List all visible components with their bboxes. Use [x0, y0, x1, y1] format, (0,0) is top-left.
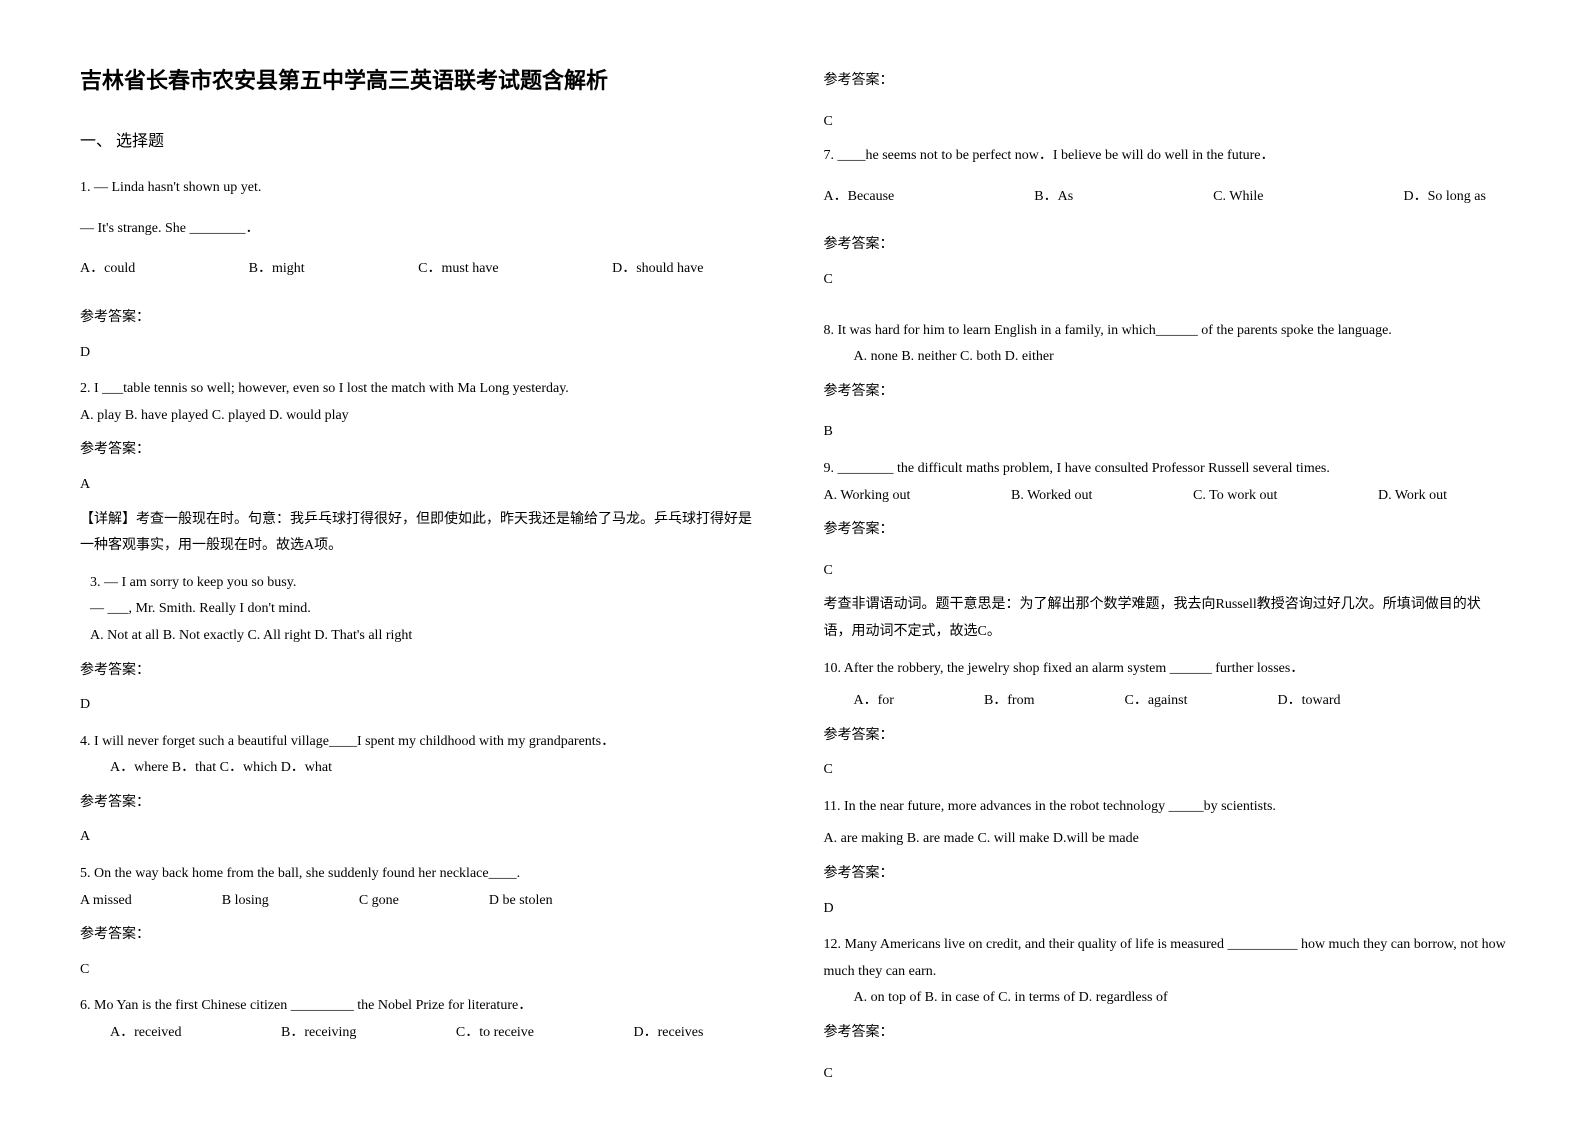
- q11-text: 11. In the near future, more advances in…: [824, 794, 1508, 821]
- q4-text: 4. I will never forget such a beautiful …: [80, 729, 764, 756]
- q5-opt-a: A missed: [80, 888, 132, 915]
- right-column: 参考答案： C 7. ____he seems not to be perfec…: [794, 60, 1538, 1062]
- q6-opt-d: D．receives: [634, 1020, 704, 1047]
- q1-line1: 1. — Linda hasn't shown up yet.: [80, 175, 764, 202]
- q10-opt-a: A．for: [854, 688, 894, 715]
- q2-options: A. play B. have played C. played D. woul…: [80, 403, 764, 430]
- q9-opt-c: C. To work out: [1193, 483, 1277, 510]
- question-1: 1. — Linda hasn't shown up yet. — It's s…: [80, 175, 764, 366]
- q1-opt-d: D．should have: [612, 256, 703, 283]
- q6-options: A．received B．receiving C．to receive D．re…: [80, 1020, 764, 1047]
- q3-line1: 3. — I am sorry to keep you so busy.: [80, 570, 764, 597]
- q8-answer: B: [824, 419, 1508, 446]
- question-2: 2. I ___table tennis so well; however, e…: [80, 376, 764, 560]
- q5-text: 5. On the way back home from the ball, s…: [80, 861, 764, 888]
- question-12: 12. Many Americans live on credit, and t…: [824, 932, 1508, 1087]
- q2-text: 2. I ___table tennis so well; however, e…: [80, 376, 764, 403]
- q7-opt-a: A．Because: [824, 184, 895, 211]
- q6-text: 6. Mo Yan is the first Chinese citizen _…: [80, 993, 764, 1020]
- q5-opt-b: B losing: [222, 888, 269, 915]
- answer-label: 参考答案：: [80, 658, 764, 685]
- q1-options: A．could B．might C．must have D．should hav…: [80, 256, 764, 283]
- q6-answer: C: [824, 109, 1508, 136]
- q5-opt-d: D be stolen: [489, 888, 553, 915]
- answer-label: 参考答案：: [824, 723, 1508, 750]
- q10-answer: C: [824, 757, 1508, 784]
- q1-opt-c: C．must have: [418, 256, 499, 283]
- q10-opt-d: D．toward: [1278, 688, 1341, 715]
- section-header: 一、 选择题: [80, 127, 764, 157]
- q7-options: A．Because B．As C. While D．So long as: [824, 184, 1508, 211]
- q7-opt-c: C. While: [1213, 184, 1263, 211]
- answer-label: 参考答案：: [824, 1020, 1508, 1047]
- q10-opt-b: B．from: [984, 688, 1035, 715]
- question-8: 8. It was hard for him to learn English …: [824, 318, 1508, 446]
- question-10: 10. After the robbery, the jewelry shop …: [824, 656, 1508, 784]
- q8-text: 8. It was hard for him to learn English …: [824, 318, 1508, 345]
- q12-text: 12. Many Americans live on credit, and t…: [824, 932, 1508, 985]
- document-title: 吉林省长春市农安县第五中学高三英语联考试题含解析: [80, 60, 764, 102]
- q9-text: 9. ________ the difficult maths problem,…: [824, 456, 1508, 483]
- q7-opt-b: B．As: [1034, 184, 1073, 211]
- q5-options: A missed B losing C gone D be stolen: [80, 888, 764, 915]
- q9-opt-b: B. Worked out: [1011, 483, 1092, 510]
- q4-answer: A: [80, 824, 764, 851]
- question-3: 3. — I am sorry to keep you so busy. — _…: [80, 570, 764, 719]
- answer-label: 参考答案：: [80, 437, 764, 464]
- answer-label: 参考答案：: [824, 861, 1508, 888]
- q5-opt-c: C gone: [359, 888, 399, 915]
- answer-label: 参考答案：: [824, 232, 1508, 259]
- q6-opt-b: B．receiving: [281, 1020, 356, 1047]
- q7-text: 7. ____he seems not to be perfect now．I …: [824, 143, 1508, 170]
- answer-label: 参考答案：: [80, 305, 764, 332]
- q10-text: 10. After the robbery, the jewelry shop …: [824, 656, 1508, 683]
- q1-line2: — It's strange. She ________．: [80, 216, 764, 243]
- q3-answer: D: [80, 692, 764, 719]
- q7-opt-d: D．So long as: [1403, 184, 1485, 211]
- q9-opt-d: D. Work out: [1378, 483, 1447, 510]
- q12-options: A. on top of B. in case of C. in terms o…: [824, 985, 1508, 1012]
- question-5: 5. On the way back home from the ball, s…: [80, 861, 764, 983]
- question-4: 4. I will never forget such a beautiful …: [80, 729, 764, 851]
- q2-answer: A: [80, 472, 764, 499]
- q9-options: A. Working out B. Worked out C. To work …: [824, 483, 1508, 510]
- answer-label: 参考答案：: [824, 517, 1508, 544]
- q5-answer: C: [80, 957, 764, 984]
- left-column: 吉林省长春市农安县第五中学高三英语联考试题含解析 一、 选择题 1. — Lin…: [50, 60, 794, 1062]
- q6-opt-c: C．to receive: [456, 1020, 534, 1047]
- q11-options: A. are making B. are made C. will make D…: [824, 826, 1508, 853]
- q6-opt-a: A．received: [80, 1020, 182, 1047]
- q9-answer: C: [824, 558, 1508, 585]
- q1-answer: D: [80, 340, 764, 367]
- q9-opt-a: A. Working out: [824, 483, 911, 510]
- answer-label: 参考答案：: [824, 379, 1508, 406]
- answer-label: 参考答案：: [824, 68, 1508, 95]
- q1-opt-b: B．might: [249, 256, 305, 283]
- q3-line2: — ___, Mr. Smith. Really I don't mind.: [80, 596, 764, 623]
- question-7: 7. ____he seems not to be perfect now．I …: [824, 143, 1508, 293]
- q11-answer: D: [824, 896, 1508, 923]
- question-6: 6. Mo Yan is the first Chinese citizen _…: [80, 993, 764, 1046]
- q10-opt-c: C．against: [1125, 688, 1188, 715]
- q4-options: A．where B．that C．which D．what: [80, 755, 764, 782]
- q2-explanation: 【详解】考查一般现在时。句意：我乒乓球打得很好，但即使如此，昨天我还是输给了马龙…: [80, 507, 764, 560]
- q9-explanation: 考查非谓语动词。题干意思是：为了解出那个数学难题，我去向Russell教授咨询过…: [824, 592, 1508, 645]
- q3-options: A. Not at all B. Not exactly C. All righ…: [80, 623, 764, 650]
- answer-label: 参考答案：: [80, 922, 764, 949]
- q1-opt-a: A．could: [80, 256, 135, 283]
- answer-label: 参考答案：: [80, 790, 764, 817]
- q7-answer: C: [824, 267, 1508, 294]
- q8-options: A. none B. neither C. both D. either: [824, 344, 1508, 371]
- q12-answer: C: [824, 1061, 1508, 1088]
- question-11: 11. In the near future, more advances in…: [824, 794, 1508, 922]
- q10-options: A．for B．from C．against D．toward: [824, 688, 1508, 715]
- question-9: 9. ________ the difficult maths problem,…: [824, 456, 1508, 646]
